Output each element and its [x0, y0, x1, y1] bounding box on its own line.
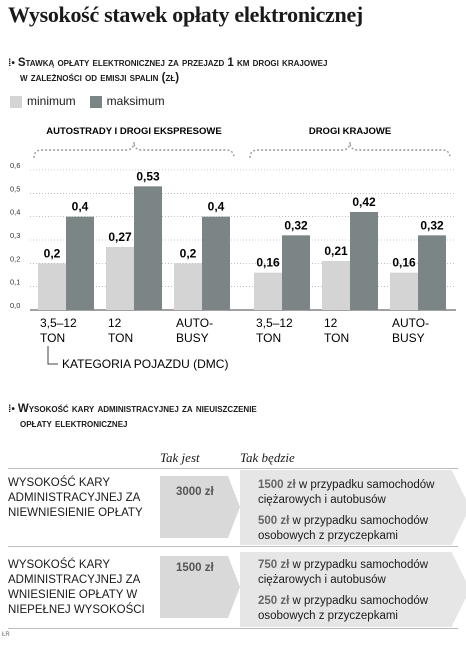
y-tick-label: 0,4 [10, 208, 20, 217]
data-label-max: 0,53 [136, 169, 160, 183]
y-tick-label: 0,6 [10, 161, 20, 170]
bar-min [254, 272, 282, 310]
penalty-future-text: w przypadku samochodów osobowych z przyc… [258, 515, 429, 542]
penalty-row-label: WYSOKOŚĆ KARY ADMINISTRACYJNEJ ZA WNIESI… [8, 559, 145, 616]
data-label-min: 0,2 [44, 246, 61, 260]
y-tick-label: 0,5 [10, 184, 20, 193]
arrow-shape [240, 470, 466, 545]
penalty-future-text: w przypadku samochodów ciężarowych i aut… [258, 559, 429, 586]
bar-chart: 0,0 0,1 0,2 0,3 0,4 0,5 0,6 AUTOSTRADY I DROGI … [10, 126, 456, 371]
legend-item-max: maksimum [89, 94, 165, 108]
data-label-min: 0,16 [392, 256, 416, 270]
bar-min [38, 263, 66, 310]
col-header-future: Tak będzie [240, 450, 295, 465]
penalty-future-item: 250 zł w przypadku samochodów osobowych … [258, 594, 448, 624]
y-tick-label: 0,3 [10, 231, 20, 240]
data-label-min: 0,2 [180, 246, 197, 260]
arrow-shape [160, 476, 240, 538]
penalty-heading-line2: opłaty elektronicznej [20, 418, 128, 430]
legend-label-min: minimum [27, 94, 76, 108]
y-tick-label: 0,0 [10, 301, 20, 310]
penalty-heading: ⁞• Wysokość kary administracyjnej za nieu… [8, 402, 257, 431]
data-label-max: 0,4 [72, 200, 89, 214]
legend-swatch-min [10, 95, 22, 108]
penalty-now-value: 1500 zł [176, 562, 214, 574]
group-label: DROGI KRAJOWE [309, 126, 391, 137]
divider [8, 468, 458, 469]
x-tick-label: TON [40, 331, 65, 345]
x-tick-label: TON [256, 331, 281, 345]
x-tick-label: TON [108, 331, 133, 345]
penalty-future-text: w przypadku samochodów ciężarowych i aut… [258, 479, 435, 506]
bar-min [322, 261, 350, 310]
penalty-future-item: 1500 zł w przypadku samochodów ciężarowy… [258, 478, 448, 508]
source-note: ŁR [2, 632, 10, 638]
data-label-min: 0,16 [256, 256, 280, 270]
data-label-max: 0,32 [284, 218, 308, 232]
penalty-heading-line1: Wysokość kary administracyjnej za nieuis… [17, 403, 257, 415]
penalty-future-amount: 750 zł [258, 559, 290, 571]
y-tick-label: 0,1 [10, 278, 20, 287]
penalty-future-amount: 500 zł [258, 515, 290, 527]
x-tick-label: BUSY [392, 331, 425, 345]
bar-min [174, 263, 202, 310]
data-label-max: 0,4 [208, 200, 225, 214]
bar-min [106, 247, 134, 310]
chart-heading-line2: w zależności od emisji spalin (zł) [20, 72, 180, 84]
chart-heading: ⁞• Stawką opłaty elektronicznej za przeja… [8, 56, 327, 85]
chart-heading-line1: Stawką opłaty elektronicznej za przejazd… [17, 57, 328, 69]
bar-max [202, 216, 230, 310]
penalty-future-text: w przypadku samochodów osobowych z przyc… [258, 595, 429, 622]
bar-max [282, 235, 310, 310]
bar-max [66, 216, 94, 310]
page-title: Wysokość stawek opłaty elektronicznej [8, 2, 363, 27]
group-brace [33, 141, 235, 159]
data-label-max: 0,42 [352, 195, 376, 209]
bullet-icon: ⁞• [8, 404, 15, 415]
divider [8, 546, 458, 547]
legend-swatch-max [89, 95, 102, 108]
penalty-now-value: 3000 zł [176, 486, 214, 498]
data-label-max: 0,32 [420, 218, 444, 232]
group-label: AUTOSTRADY I DROGI EKSPRESOWE [46, 126, 221, 137]
x-tick-label: 3,5–12 [256, 316, 293, 330]
bullet-icon: ⁞• [8, 58, 15, 69]
x-tick-label: AUTO- [176, 316, 213, 330]
penalty-row-label: WYSOKOŚĆ KARY ADMINISTRACYJNEJ ZA NIEWNI… [8, 477, 143, 519]
x-tick-label: AUTO- [392, 316, 429, 330]
legend-item-min: minimum [10, 94, 76, 108]
data-label-min: 0,27 [108, 230, 132, 244]
penalty-future-amount: 1500 zł [258, 479, 296, 491]
col-header-now: Tak jest [160, 450, 200, 465]
group-brace [249, 141, 451, 159]
xlabel-bracket [47, 346, 58, 365]
legend-label-max: maksimum [106, 94, 165, 108]
bar-max [350, 212, 378, 310]
arrow-shape [240, 552, 466, 627]
data-label-min: 0,21 [324, 244, 348, 258]
x-tick-label: 12 [324, 316, 338, 330]
penalty-future-amount: 250 zł [258, 595, 290, 607]
penalty-future-item: 750 zł w przypadku samochodów ciężarowyc… [258, 558, 448, 588]
arrow-shape [160, 556, 240, 618]
x-tick-label: BUSY [176, 331, 209, 345]
penalty-future-item: 500 zł w przypadku samochodów osobowych … [258, 514, 448, 544]
x-axis-label: KATEGORIA POJAZDU (DMC) [62, 357, 228, 371]
x-tick-label: 12 [108, 316, 122, 330]
y-tick-label: 0,2 [10, 254, 20, 263]
bar-min [390, 272, 418, 310]
divider [8, 628, 458, 629]
bar-max [418, 235, 446, 310]
legend: minimum maksimum [10, 94, 165, 108]
x-tick-label: 3,5–12 [40, 316, 77, 330]
bar-max [134, 186, 162, 310]
x-tick-label: TON [324, 331, 349, 345]
